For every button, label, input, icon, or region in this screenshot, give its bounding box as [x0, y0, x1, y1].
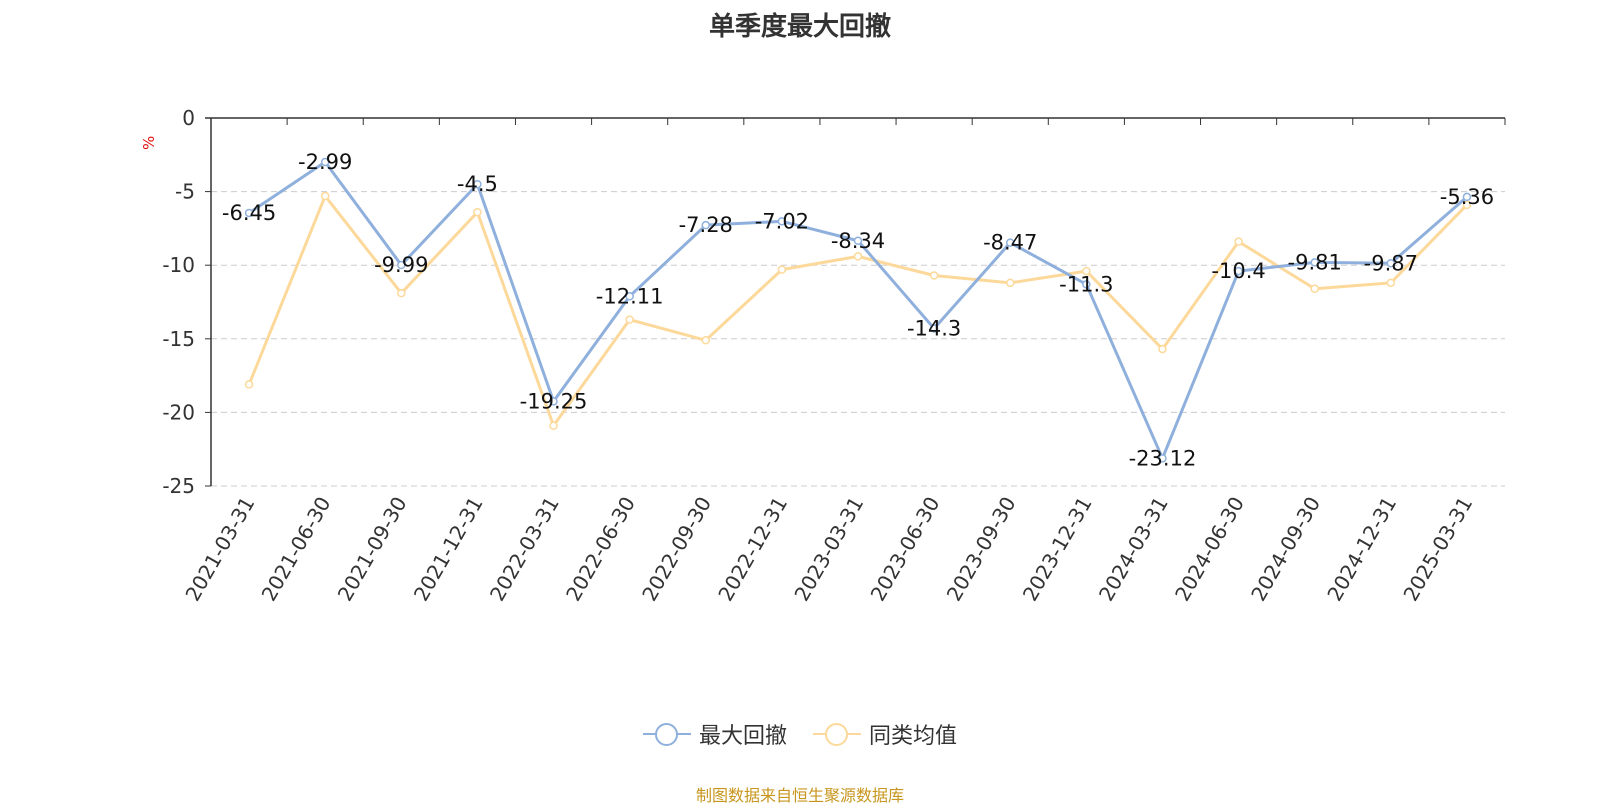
x-tick-label: 2022-06-30	[561, 493, 640, 606]
data-point	[1462, 192, 1472, 202]
data-point	[777, 265, 787, 274]
data-point	[701, 220, 711, 230]
source-note: 制图数据来自恒生聚源数据库	[695, 786, 904, 805]
data-point	[929, 324, 939, 333]
data-point	[1386, 259, 1396, 268]
data-label: -5.36	[1440, 185, 1494, 209]
legend-swatch-max-drawdown	[642, 722, 691, 746]
legend-label-max-drawdown: 最大回撤	[698, 724, 787, 749]
y-tick-label: -20	[162, 400, 195, 424]
x-tick-label: 2021-09-30	[333, 493, 412, 606]
data-point	[320, 157, 330, 167]
legend-label-peer-average: 同类均值	[869, 724, 958, 749]
chart-title: 单季度最大回撤	[708, 12, 891, 42]
data-label: -23.12	[1129, 446, 1197, 470]
series-line	[248, 160, 1468, 460]
data-point	[397, 260, 406, 270]
data-point	[1462, 200, 1472, 210]
x-tick-label: 2022-12-31	[713, 493, 792, 606]
data-label: -6.45	[222, 201, 276, 225]
data-point	[625, 315, 634, 324]
data-point	[1234, 266, 1243, 276]
data-point	[1234, 237, 1243, 246]
legend: 最大回撤 同类均值	[0, 718, 1600, 750]
data-point	[625, 292, 634, 301]
x-tick-label: 2021-06-30	[257, 493, 336, 606]
data-label: -14.3	[907, 316, 961, 340]
x-tick-label: 2023-12-31	[1018, 493, 1097, 606]
axes: 0-5-10-15-20-252021-03-312021-06-302021-…	[162, 106, 1506, 606]
x-tick-label: 2021-03-31	[180, 493, 259, 606]
x-tick-label: 2024-03-31	[1094, 493, 1173, 606]
data-point	[244, 380, 254, 389]
data-label: -7.28	[679, 213, 733, 237]
x-tick-label: 2024-06-30	[1170, 493, 1249, 606]
data-label: -9.99	[374, 253, 428, 277]
y-tick-label: -15	[162, 327, 195, 351]
data-label: -7.02	[755, 209, 809, 233]
legend-swatch-peer-average	[813, 722, 861, 746]
y-tick-label: -10	[162, 253, 195, 277]
data-point	[853, 236, 863, 246]
data-point	[549, 421, 558, 430]
data-label: -8.34	[831, 229, 885, 253]
data-point	[929, 271, 939, 280]
x-tick-label: 2021-12-31	[409, 492, 488, 605]
data-point	[853, 252, 863, 261]
x-tick-label: 2023-03-31	[789, 493, 868, 606]
data-point	[1158, 344, 1167, 354]
data-point	[1310, 258, 1319, 267]
y-tick-label: -5	[175, 180, 195, 204]
legend-item-peer-average[interactable]: 同类均值	[813, 718, 957, 750]
data-point	[1082, 280, 1091, 289]
data-point	[1005, 238, 1015, 247]
data-label: -19.25	[520, 389, 588, 413]
data-point	[320, 191, 330, 201]
y-tick-label: -25	[162, 474, 195, 498]
data-point	[244, 208, 254, 218]
data-point	[473, 207, 482, 217]
data-point	[1005, 278, 1015, 288]
x-tick-label: 2022-03-31	[485, 493, 564, 606]
x-tick-label: 2023-09-30	[942, 493, 1021, 606]
x-tick-label: 2025-03-31	[1398, 493, 1477, 606]
data-point	[1310, 284, 1319, 294]
data-labels: -6.45 -2.99 -9.99 -4.5 -19.25 -12.11 -7.28 -7.0…	[222, 150, 1494, 470]
x-tick-label: 2024-09-30	[1246, 493, 1325, 606]
data-point	[777, 217, 787, 226]
data-label: -8.47	[983, 231, 1037, 255]
x-tick-label: 2022-09-30	[637, 493, 716, 606]
data-point	[1386, 278, 1396, 288]
series-lines	[244, 157, 1472, 463]
line-chart: 0-5-10-15-20-252021-03-312021-06-302021-…	[162, 106, 1506, 606]
data-point	[473, 179, 482, 189]
data-label: -4.5	[457, 172, 498, 196]
x-tick-label: 2023-06-30	[866, 493, 945, 606]
data-label: -12.11	[596, 284, 664, 308]
data-point	[701, 336, 711, 345]
data-point	[1158, 454, 1167, 463]
data-label: -9.87	[1364, 251, 1418, 275]
y-tick-label: 0	[182, 106, 195, 130]
legend-item-max-drawdown[interactable]: 最大回撤	[642, 718, 787, 750]
data-label: -11.3	[1059, 272, 1113, 296]
data-point	[1082, 266, 1091, 276]
x-tick-label: 2024-12-31	[1322, 493, 1401, 606]
data-point	[549, 397, 558, 406]
data-label: -9.81	[1288, 250, 1342, 274]
data-label: -10.4	[1211, 259, 1265, 283]
data-point	[397, 288, 406, 298]
data-label: -2.99	[298, 150, 352, 174]
